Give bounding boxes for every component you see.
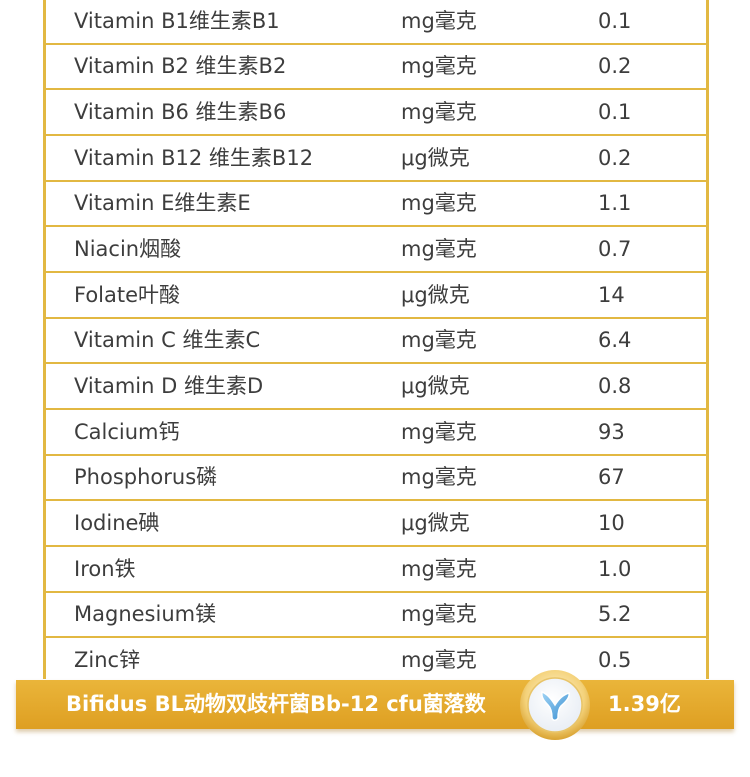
bifidus-label: Bifidus BL动物双歧杆菌Bb-12 cfu菌落数 xyxy=(66,692,486,716)
table-row: Vitamin E维生素E mg毫克 1.1 xyxy=(46,182,706,227)
nutrient-name: Iodine碘 xyxy=(74,511,160,535)
table-row: Iron铁 mg毫克 1.0 xyxy=(46,548,706,593)
nutrient-name: Zinc锌 xyxy=(74,648,141,672)
table-row: Magnesium镁 mg毫克 5.2 xyxy=(46,593,706,638)
table-row: Folate叶酸 μg微克 14 xyxy=(46,274,706,319)
table-row: Iodine碘 μg微克 10 xyxy=(46,502,706,547)
table-row: Vitamin B6 维生素B6 mg毫克 0.1 xyxy=(46,91,706,136)
table-row: Zinc锌 mg毫克 0.5 xyxy=(46,639,706,682)
nutrient-name: Vitamin B12 维生素B12 xyxy=(74,146,314,170)
nutrient-name: Iron铁 xyxy=(74,557,136,581)
nutrient-name: Vitamin B2 维生素B2 xyxy=(74,54,287,78)
table-row: Vitamin B1维生素B1 mg毫克 0.1 xyxy=(46,0,706,45)
nutrient-value: 0.2 xyxy=(598,146,632,170)
nutrient-value: 0.8 xyxy=(598,374,632,398)
nutrient-value: 1.1 xyxy=(598,191,632,215)
nutrient-value: 1.0 xyxy=(598,557,632,581)
nutrient-value: 10 xyxy=(598,511,625,535)
nutrient-unit: μg微克 xyxy=(401,146,470,170)
nutrient-value: 0.7 xyxy=(598,237,632,261)
nutrient-value: 6.4 xyxy=(598,328,632,352)
nutrient-name: Vitamin B1维生素B1 xyxy=(74,9,280,33)
nutrient-name: Vitamin B6 维生素B6 xyxy=(74,100,287,124)
nutrient-value: 0.1 xyxy=(598,100,632,124)
nutrient-unit: mg毫克 xyxy=(401,602,477,626)
nutrient-value: 5.2 xyxy=(598,602,632,626)
nutrient-value: 67 xyxy=(598,465,625,489)
table-row: Vitamin D 维生素D μg微克 0.8 xyxy=(46,365,706,410)
nutrient-name: Vitamin E维生素E xyxy=(74,191,251,215)
nutrient-value: 14 xyxy=(598,283,625,307)
bifidus-banner: Bifidus BL动物双歧杆菌Bb-12 cfu菌落数 1.39亿 xyxy=(16,670,734,740)
bifidus-badge-icon xyxy=(520,670,590,740)
nutrient-value: 93 xyxy=(598,420,625,444)
table-row: Phosphorus磷 mg毫克 67 xyxy=(46,456,706,501)
nutrient-unit: mg毫克 xyxy=(401,237,477,261)
nutrient-unit: μg微克 xyxy=(401,374,470,398)
nutrient-unit: mg毫克 xyxy=(401,100,477,124)
nutrient-unit: mg毫克 xyxy=(401,191,477,215)
table-row: Vitamin B12 维生素B12 μg微克 0.2 xyxy=(46,137,706,182)
nutrient-value: 0.2 xyxy=(598,54,632,78)
bifidus-value: 1.39亿 xyxy=(608,692,681,716)
nutrient-unit: mg毫克 xyxy=(401,557,477,581)
table-row: Calcium钙 mg毫克 93 xyxy=(46,411,706,456)
nutrient-name: Vitamin D 维生素D xyxy=(74,374,264,398)
nutrient-name: Folate叶酸 xyxy=(74,283,181,307)
nutrient-unit: mg毫克 xyxy=(401,648,477,672)
nutrient-unit: mg毫克 xyxy=(401,328,477,352)
nutrient-unit: mg毫克 xyxy=(401,465,477,489)
nutrient-unit: mg毫克 xyxy=(401,420,477,444)
nutrient-name: Calcium钙 xyxy=(74,420,180,444)
nutrient-unit: mg毫克 xyxy=(401,9,477,33)
nutrition-table: Vitamin B1维生素B1 mg毫克 0.1 Vitamin B2 维生素B… xyxy=(43,0,709,679)
table-row: Vitamin B2 维生素B2 mg毫克 0.2 xyxy=(46,45,706,90)
table-row: Niacin烟酸 mg毫克 0.7 xyxy=(46,228,706,273)
nutrient-name: Phosphorus磷 xyxy=(74,465,218,489)
nutrient-unit: mg毫克 xyxy=(401,54,477,78)
nutrient-value: 0.1 xyxy=(598,9,632,33)
nutrient-name: Vitamin C 维生素C xyxy=(74,328,261,352)
nutrient-name: Magnesium镁 xyxy=(74,602,217,626)
nutrient-unit: μg微克 xyxy=(401,283,470,307)
nutrient-name: Niacin烟酸 xyxy=(74,237,182,261)
nutrient-value: 0.5 xyxy=(598,648,632,672)
nutrient-unit: μg微克 xyxy=(401,511,470,535)
table-row: Vitamin C 维生素C mg毫克 6.4 xyxy=(46,319,706,364)
